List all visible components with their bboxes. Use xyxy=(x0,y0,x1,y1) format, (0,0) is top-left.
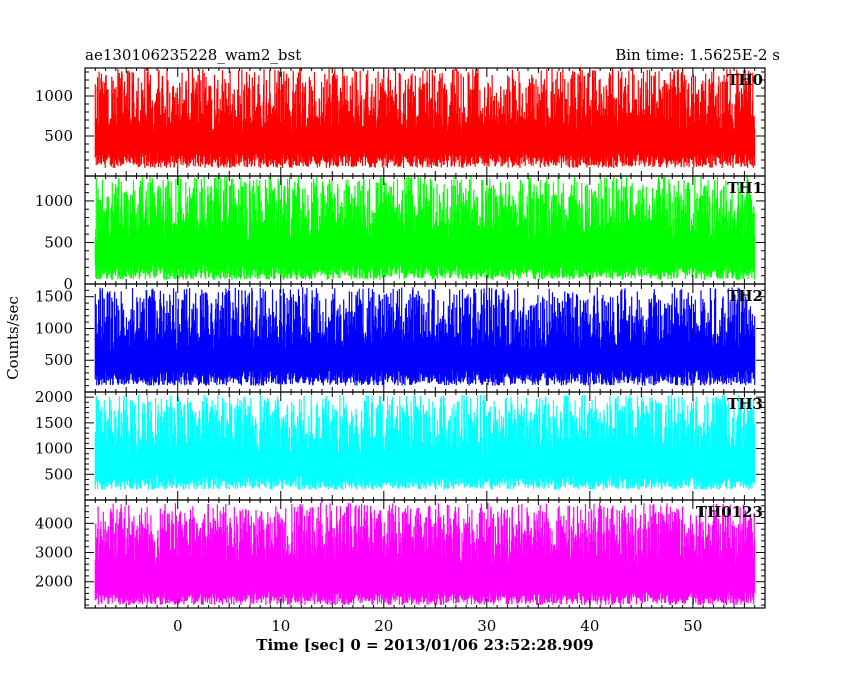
y-tick-label: 1500 xyxy=(35,414,73,432)
y-axis-label: Counts/sec xyxy=(4,296,22,380)
y-tick-label: 1000 xyxy=(35,440,73,458)
y-tick-label: 2000 xyxy=(35,573,73,591)
panel-label-th0123: TH0123 xyxy=(696,503,763,521)
series-trace-th2 xyxy=(94,287,756,386)
x-tick-label: 30 xyxy=(477,617,496,635)
panel-label-th2: TH2 xyxy=(727,287,763,305)
bin-time-label: Bin time: 1.5625E-2 s xyxy=(615,46,780,64)
series-trace-th0123 xyxy=(94,502,756,606)
series-trace-th0 xyxy=(94,68,756,168)
panel-label-th1: TH1 xyxy=(727,179,763,197)
chart-title: ae130106235228_wam2_bst xyxy=(85,46,301,64)
series-trace-th3 xyxy=(94,394,756,490)
panel-label-th3: TH3 xyxy=(727,395,763,413)
x-tick-label: 10 xyxy=(271,617,290,635)
y-tick-label: 2000 xyxy=(35,388,73,406)
y-tick-label: 0 xyxy=(63,275,73,293)
x-tick-label: 40 xyxy=(580,617,599,635)
y-tick-label: 1000 xyxy=(35,319,73,337)
panels-group: TH05001000TH105001000TH250010001500TH350… xyxy=(35,67,766,635)
x-tick-label: 20 xyxy=(374,617,393,635)
y-tick-label: 3000 xyxy=(35,544,73,562)
x-axis-label: Time [sec] 0 = 2013/01/06 23:52:28.909 xyxy=(256,636,593,654)
y-tick-label: 1000 xyxy=(35,192,73,210)
y-tick-label: 1500 xyxy=(35,288,73,306)
y-tick-label: 1000 xyxy=(35,87,73,105)
panel-label-th0: TH0 xyxy=(727,71,763,89)
y-tick-label: 500 xyxy=(44,351,73,369)
x-tick-label: 0 xyxy=(173,617,183,635)
y-tick-label: 500 xyxy=(44,233,73,251)
y-tick-label: 500 xyxy=(44,465,73,483)
series-trace-th1 xyxy=(94,176,756,280)
y-tick-label: 4000 xyxy=(35,514,73,532)
y-tick-label: 500 xyxy=(44,127,73,145)
x-tick-label: 50 xyxy=(683,617,702,635)
